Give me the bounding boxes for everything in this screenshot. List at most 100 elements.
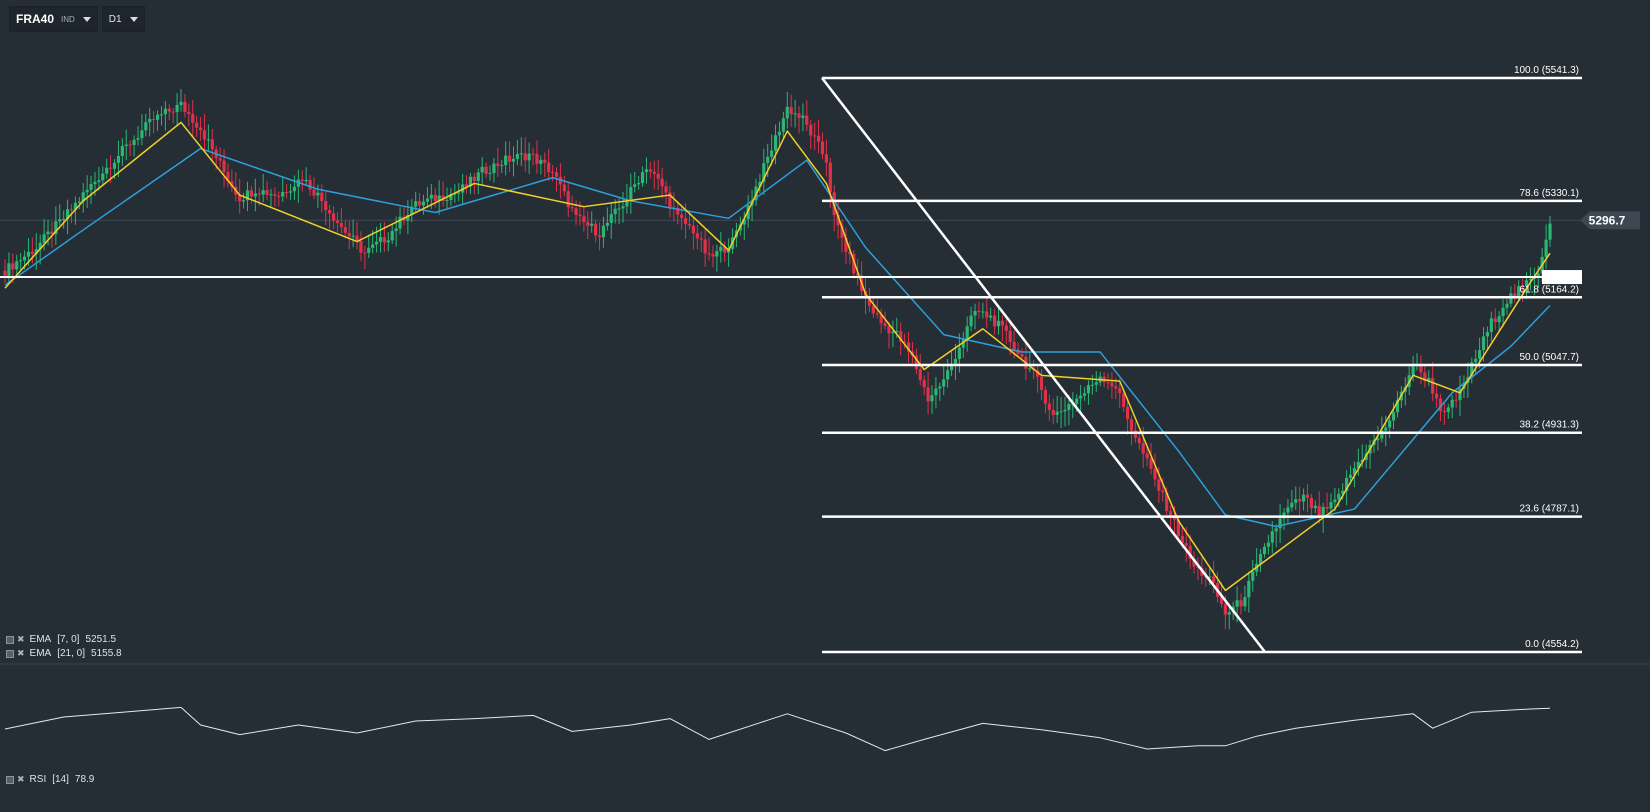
candle-body [703,239,707,254]
candle-body [58,219,62,222]
candle-body [652,171,656,174]
candle-body [418,201,422,206]
candle-body [1110,382,1114,387]
candle-body [942,379,946,387]
fib-level-label: 61.8 (5164.2) [1520,284,1580,295]
candle-body [590,223,594,226]
candle-body [1145,453,1149,459]
candle-body [316,192,320,196]
candle-body [77,201,81,203]
candle-body [1446,407,1450,412]
candle-body [1028,368,1032,370]
candle-body [210,139,214,150]
candle-body [969,315,973,327]
candle-body [1474,358,1478,363]
candle-body [109,167,113,169]
candle-body [1075,398,1079,404]
candle-body [1481,336,1486,351]
close-icon[interactable]: ✖ [17,634,25,644]
indicator-settings-icon[interactable] [6,635,14,644]
candle-body [1106,382,1110,384]
candle-body [1192,558,1196,567]
candle-body [218,158,222,161]
candle-body [515,153,519,159]
candle-body [285,192,289,194]
candle-body [903,341,907,343]
candle-body [770,150,774,157]
candle-body [241,200,246,202]
candle-body [42,234,46,243]
candle-body [437,195,441,202]
candle-body [766,156,770,163]
candle-body [629,186,633,200]
candle-body [410,206,414,216]
candle-body [1004,325,1008,331]
candle-body [288,191,293,193]
candle-body [1020,353,1024,357]
candle-body [1329,502,1333,509]
candle-body [1524,280,1529,287]
candle-body [355,235,359,242]
candle-body [621,206,625,209]
candle-body [887,325,891,334]
candle-body [656,173,660,179]
candle-body [1180,535,1184,544]
candle-body [1086,385,1091,394]
timeframe-selector[interactable]: D1 [101,6,145,32]
candle-body [609,214,613,223]
candle-body [144,122,148,131]
candle-body [594,223,598,236]
ema-7-line [4,121,1551,592]
candle-body [844,237,848,252]
candle-body [758,181,762,187]
candle-body [1376,438,1380,441]
candle-body [856,273,860,276]
toolbar: FRA40 IND D1 [9,6,145,33]
candle-body [1129,419,1134,431]
candle-body [347,232,351,237]
candle-body [711,254,715,257]
candle-body [895,331,899,333]
candle-body [85,189,89,193]
ema-slow-label: EMA [29,648,52,659]
candle-body [640,172,645,184]
candle-body [394,228,398,232]
candle-body [1043,389,1048,404]
candle-body [949,363,954,371]
symbol-selector[interactable]: FRA40 IND [9,6,98,32]
candle-body [1313,505,1317,509]
candle-body [715,251,719,257]
candle-body [128,144,132,146]
candle-body [1251,571,1255,581]
candle-body [805,115,809,125]
candle-body [633,184,637,187]
candle-body [785,106,789,119]
close-icon[interactable]: ✖ [17,774,25,784]
indicator-settings-icon[interactable] [6,775,14,784]
candle-body [664,186,668,193]
candle-body [277,195,281,197]
candle-body [46,231,50,235]
indicator-settings-icon[interactable] [6,649,14,658]
candle-body [15,261,19,270]
candle-body [1262,546,1267,555]
candle-body [433,194,437,202]
candle-body [519,153,523,155]
candle-body [977,310,981,312]
candle-body [906,342,911,352]
candle-body [257,193,261,195]
candle-body [1442,411,1446,413]
close-icon[interactable]: ✖ [17,648,25,658]
candle-body [660,178,664,187]
candle-body [773,135,778,151]
candle-body [328,210,332,214]
candle-body [1223,603,1227,615]
ema-slow-value: 5155.8 [91,648,122,659]
rsi-label: RSI [29,774,47,785]
candle-body [1235,600,1239,607]
candle-body [1000,320,1005,326]
candle-body [1395,400,1400,413]
candle-body [746,205,750,220]
fib-level-label: 50.0 (5047.7) [1520,352,1580,363]
